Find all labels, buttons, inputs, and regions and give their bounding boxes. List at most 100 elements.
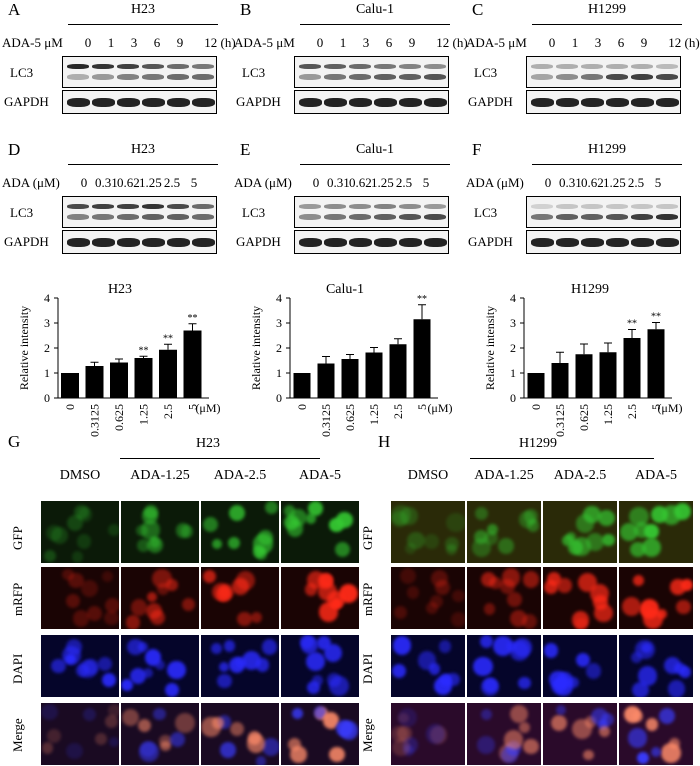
cell-blob [72,609,90,627]
micro-image-G-DAPI-2 [200,634,280,698]
x-tick-label: 0.3125 [88,404,102,437]
lane-label-F-1: 0.31 [559,175,582,190]
cell-blob [255,756,267,765]
gapdh-band-B-4 [399,98,422,107]
lane-label-A-5: 12 (h) [204,35,236,50]
gapdh-band-A-5 [192,98,215,107]
unit-label: (μM) [427,401,452,415]
lc3-band-lower-B-2 [349,74,371,80]
cell-blob [391,725,408,743]
cell-blob [620,522,639,541]
cell-blob [650,746,661,758]
cell-blob [65,593,81,609]
blot-title-C: H1299 [587,2,627,17]
gapdh-band-E-5 [424,238,447,247]
micro-image-G-GFP-2 [200,500,280,564]
x-tick-label: 0.3125 [319,404,333,437]
gapdh-band-A-4 [167,98,190,107]
column-title-G-2: ADA-2.5 [213,468,267,483]
cell-blob [149,610,165,626]
cell-blob [657,608,668,619]
bar-0.625 [575,354,593,398]
cell-blob [265,501,279,515]
treatment-label-E: ADA (μM) [234,175,292,190]
lane-label-B-3: 6 [385,35,393,50]
significance-mark: ** [417,294,427,305]
x-tick-label: 1.25 [367,404,381,425]
cell-blob [137,718,152,733]
y-tick-label: 1 [276,366,282,380]
gapdh-band-D-2 [117,238,140,247]
cell-blob [555,705,566,716]
lc3-band-upper-A-0 [67,64,89,69]
cell-blob [400,507,418,525]
cell-blob [474,529,489,545]
cell-blob [155,659,166,670]
cell-blob [107,703,119,717]
cell-blob [572,537,591,556]
cell-blob [255,548,267,560]
lc3-blot-E [294,196,449,228]
lc3-band-upper-A-4 [167,64,189,69]
cell-blob [428,663,440,675]
cell-blob [65,653,76,665]
lane-label-F-0: 0 [544,175,552,190]
title-underline-E [300,164,450,165]
cell-blob [109,736,119,747]
row-label-H-GFP: GFP [360,526,375,550]
cell-blob [500,579,515,594]
gapdh-band-F-3 [606,238,629,247]
lane-label-C-1: 1 [571,35,579,50]
cell-blob [324,644,342,663]
cell-blob [527,519,540,532]
cell-blob [402,737,419,753]
cell-blob [429,726,448,744]
lc3-band-upper-E-1 [324,204,346,209]
cell-blob [450,612,465,627]
chart-title: H1299 [571,282,609,297]
bar-2.5 [159,349,177,398]
cell-blob [423,534,439,550]
lane-label-F-4: 2.5 [627,175,645,190]
cell-blob [247,734,266,753]
row-label-gapdh-D: GAPDH [4,234,49,249]
cell-blob [543,643,559,659]
cell-blob [658,708,675,725]
cell-blob [498,538,514,554]
cell-blob [217,673,233,689]
lane-label-B-4: 9 [408,35,416,50]
lc3-band-lower-D-0 [67,214,89,220]
lane-label-C-5: 12 (h) [668,35,700,50]
cell-blob [125,615,141,629]
chart-title: H23 [108,282,132,297]
lane-label-E-5: 5 [422,175,430,190]
cell-blob [391,510,408,528]
cell-blob [425,724,446,744]
row-label-lc3-A: LC3 [10,65,34,80]
cell-blob [174,713,195,733]
cell-blob [121,679,133,691]
cell-blob [509,704,528,723]
cell-blob [628,506,649,527]
micro-title-underline-H [470,458,654,459]
cell-blob [211,539,222,550]
treatment-label-F: ADA (μM) [466,175,524,190]
cell-blob [627,728,648,748]
lane-label-D-0: 0 [80,175,88,190]
blot-title-A: H23 [130,2,156,17]
lc3-band-lower-D-4 [167,214,189,220]
lc3-band-lower-C-1 [556,74,578,80]
lc3-band-upper-B-3 [374,64,396,69]
micro-title-G: H23 [195,436,221,451]
cell-blob [170,731,186,747]
lc3-band-lower-A-3 [142,74,164,80]
lc3-band-lower-B-4 [399,74,421,80]
lc3-band-lower-E-4 [399,214,421,220]
micro-title-H: H1299 [518,436,558,451]
title-underline-A [68,24,218,25]
row-label-lc3-D: LC3 [10,205,34,220]
chart-1: Calu-1 0 1 2 3 4 Relative intensity 0 0.3125 0.62… [249,282,453,437]
cell-blob [242,651,261,671]
lane-label-C-0: 0 [548,35,556,50]
cell-blob [305,513,317,524]
